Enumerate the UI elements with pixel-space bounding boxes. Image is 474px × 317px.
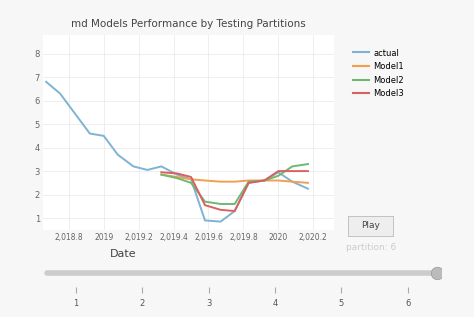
- Model3: [246, 181, 252, 185]
- actual: [305, 187, 311, 191]
- Text: 5: 5: [338, 299, 344, 308]
- actual: [262, 178, 267, 182]
- Legend: actual, Model1, Model2, Model3: actual, Model1, Model2, Model3: [353, 49, 404, 98]
- actual: [246, 181, 252, 185]
- actual: [101, 134, 107, 138]
- Model1: [275, 178, 281, 182]
- Text: 4: 4: [272, 299, 278, 308]
- Model1: [158, 173, 164, 177]
- actual: [43, 80, 49, 84]
- Model2: [218, 202, 224, 206]
- Model3: [262, 178, 267, 182]
- Model3: [290, 169, 295, 173]
- Text: Play: Play: [362, 221, 380, 230]
- Line: Model3: Model3: [161, 171, 308, 211]
- actual: [87, 132, 92, 135]
- Model3: [232, 209, 237, 213]
- Line: actual: actual: [46, 82, 308, 222]
- Model2: [174, 176, 180, 180]
- Model1: [218, 180, 224, 184]
- Model3: [174, 171, 180, 175]
- Model2: [158, 173, 164, 177]
- actual: [202, 218, 208, 222]
- Text: partition: 6: partition: 6: [346, 243, 396, 252]
- actual: [145, 168, 150, 172]
- Model3: [188, 175, 194, 179]
- Model3: [202, 203, 208, 207]
- actual: [57, 92, 63, 95]
- actual: [115, 153, 120, 157]
- Model1: [246, 178, 252, 182]
- Model2: [246, 180, 252, 184]
- Text: 6: 6: [405, 299, 410, 308]
- Model2: [202, 200, 208, 204]
- Model1: [202, 178, 208, 182]
- Model1: [262, 178, 267, 182]
- Model2: [232, 202, 237, 206]
- Model3: [218, 208, 224, 212]
- Text: 3: 3: [206, 299, 211, 308]
- actual: [71, 111, 77, 114]
- Model1: [174, 175, 180, 179]
- Line: Model1: Model1: [161, 175, 308, 183]
- Model1: [232, 180, 237, 184]
- Model2: [188, 181, 194, 185]
- actual: [218, 220, 224, 223]
- Title: md Models Performance by Testing Partitions: md Models Performance by Testing Partiti…: [71, 18, 306, 29]
- Model1: [305, 181, 311, 185]
- Text: 2: 2: [139, 299, 145, 308]
- Model2: [290, 165, 295, 168]
- actual: [130, 165, 136, 168]
- Model3: [158, 170, 164, 174]
- Model2: [262, 178, 267, 182]
- actual: [158, 165, 164, 168]
- Line: Model2: Model2: [161, 164, 308, 204]
- actual: [275, 170, 281, 174]
- Model1: [290, 180, 295, 184]
- actual: [290, 180, 295, 184]
- Model3: [275, 169, 281, 173]
- Text: Date: Date: [110, 249, 137, 259]
- actual: [232, 209, 237, 213]
- actual: [188, 178, 194, 181]
- Model2: [305, 162, 311, 166]
- Model1: [188, 178, 194, 181]
- Model3: [305, 169, 311, 173]
- actual: [174, 173, 180, 177]
- Text: 1: 1: [73, 299, 79, 308]
- Model2: [275, 174, 281, 178]
